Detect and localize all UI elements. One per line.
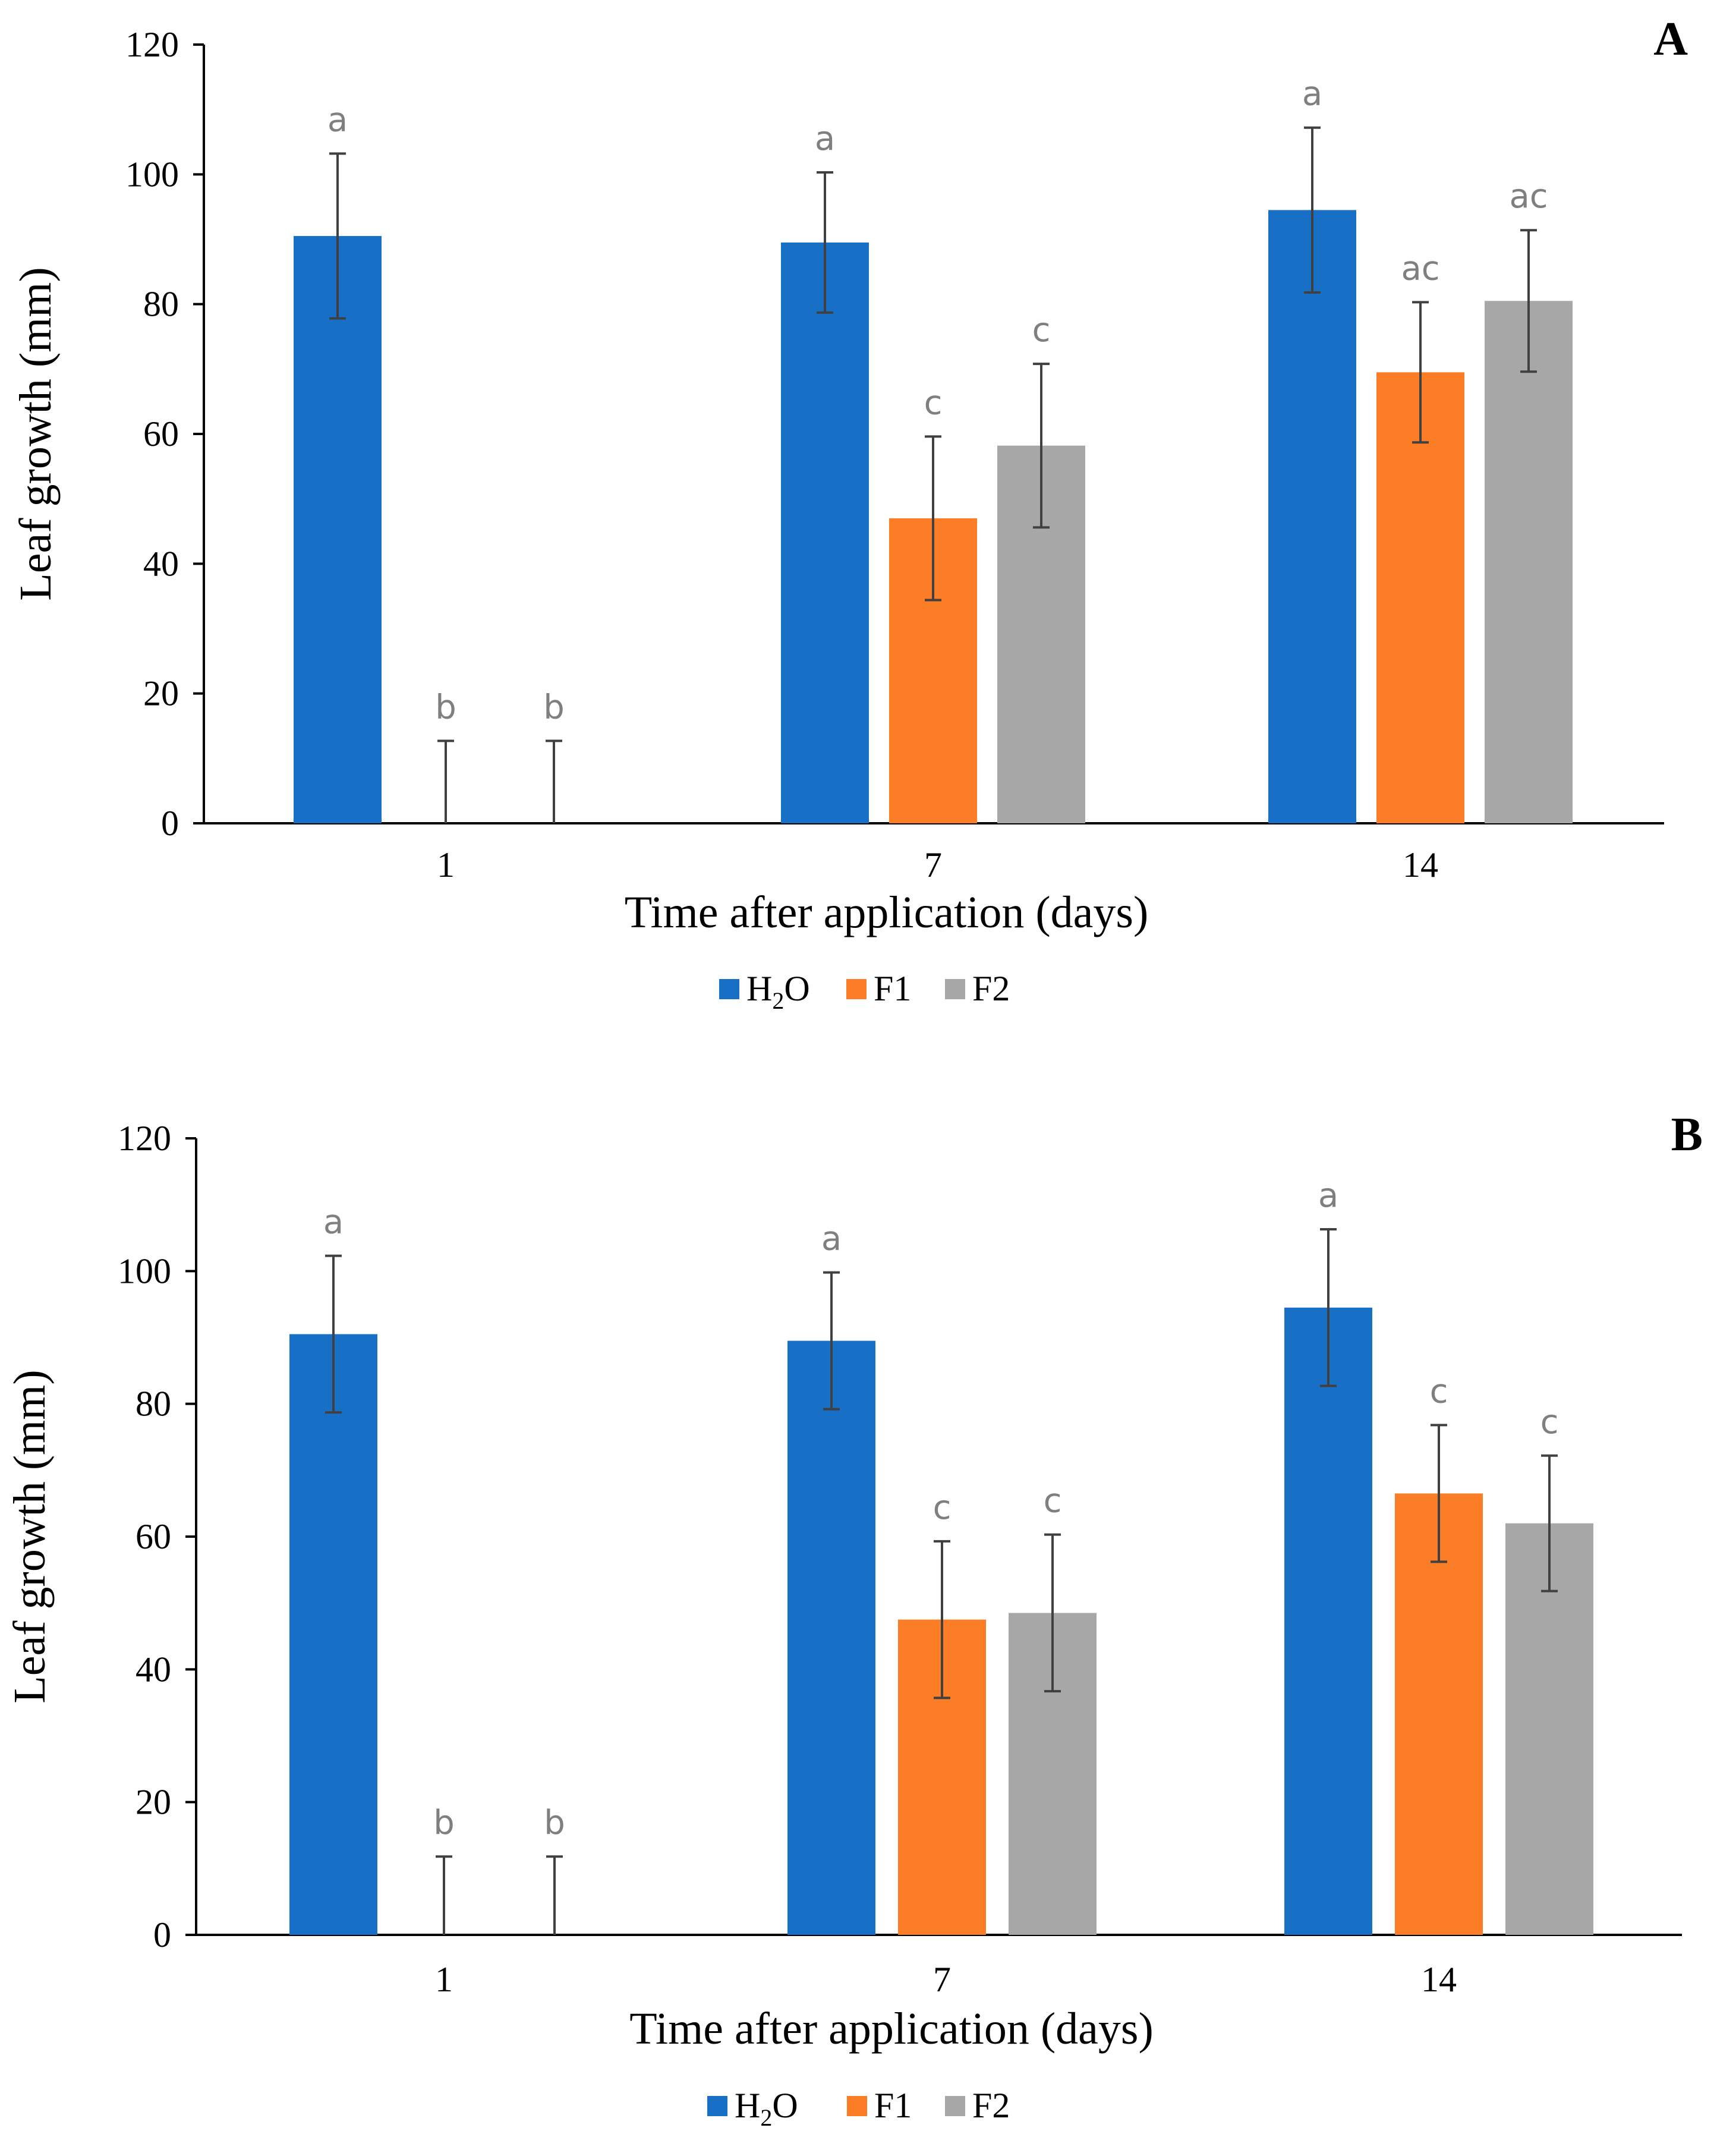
- significance-letter: b: [543, 688, 565, 726]
- y-tick-label: 20: [136, 1783, 171, 1822]
- significance-letter: a: [1302, 75, 1322, 114]
- bar-h2o-day-1: [294, 236, 382, 824]
- y-tick-label: 80: [143, 285, 179, 324]
- x-axis-title: Time after application (days): [625, 887, 1149, 937]
- significance-letter: a: [323, 1203, 344, 1242]
- bar-h2o-day-7: [787, 1340, 875, 1935]
- legend-text: F2: [972, 969, 1010, 1008]
- y-tick-label: 100: [118, 1251, 171, 1291]
- significance-letter: c: [1032, 311, 1051, 350]
- significance-letter: c: [933, 1488, 952, 1527]
- legend-swatch-f1: [846, 979, 867, 999]
- legend-swatch-h2o: [719, 979, 739, 999]
- x-tick-label: 14: [1403, 845, 1438, 885]
- legend-text: F1: [874, 969, 911, 1008]
- bar-h2o-day-7: [781, 242, 869, 823]
- significance-letter: c: [1540, 1403, 1559, 1441]
- legend-label-f1: F1: [874, 2086, 912, 2125]
- legend-label-h2o: H2O: [746, 969, 810, 1014]
- panel-label: B: [1671, 1109, 1703, 1161]
- significance-letter: b: [433, 1804, 455, 1842]
- legend-subscript: 2: [760, 2104, 772, 2131]
- x-tick-label: 7: [933, 1960, 951, 1999]
- x-tick-label: 14: [1421, 1960, 1457, 1999]
- significance-letter: a: [327, 100, 348, 139]
- chart-panel-b: 0 20 40 60 80 100 120 a a a b c c b c c 1 7 14 Time after a…: [0, 1094, 1717, 2156]
- significance-letter: a: [815, 119, 835, 158]
- legend-text: O: [772, 2086, 798, 2125]
- bar-h2o-day-14: [1268, 210, 1356, 823]
- legend-label-h2o: H2O: [735, 2086, 798, 2131]
- x-tick-label: 7: [924, 845, 942, 885]
- bar-f1-day-14: [1395, 1493, 1483, 1935]
- y-axis-title: Leaf growth (mm): [5, 1370, 55, 1703]
- legend-swatch-f2: [945, 2096, 965, 2116]
- panel-label: A: [1653, 13, 1688, 65]
- legend-text: F2: [972, 2086, 1010, 2125]
- bar-f1-day-14: [1376, 372, 1464, 823]
- significance-letter: b: [435, 688, 456, 726]
- significance-letter: a: [821, 1220, 842, 1258]
- legend-text: H: [746, 969, 772, 1008]
- legend-text: O: [784, 969, 809, 1008]
- bar-f2-day-14: [1485, 301, 1573, 823]
- legend-text: F1: [874, 2086, 912, 2125]
- y-tick-label: 0: [161, 804, 179, 843]
- y-tick-label: 60: [143, 414, 179, 454]
- bar-h2o-day-14: [1284, 1307, 1372, 1935]
- y-tick-label: 40: [136, 1650, 171, 1689]
- legend-swatch-f2: [945, 979, 965, 999]
- legend-subscript: 2: [772, 987, 784, 1014]
- y-tick-label: 120: [125, 25, 179, 64]
- bar-h2o-day-1: [289, 1334, 377, 1935]
- y-tick-label: 60: [136, 1517, 171, 1556]
- significance-letter: a: [1318, 1176, 1338, 1215]
- legend-text: H: [735, 2086, 760, 2125]
- significance-letter: c: [1044, 1482, 1062, 1521]
- legend-swatch-f1: [847, 2096, 867, 2116]
- y-tick-label: 40: [143, 544, 179, 583]
- x-tick-label: 1: [437, 845, 455, 885]
- y-tick-label: 20: [143, 674, 179, 713]
- x-axis-title: Time after application (days): [629, 2004, 1154, 2054]
- legend-label-f1: F1: [874, 969, 911, 1008]
- significance-letter: b: [544, 1804, 565, 1842]
- y-tick-label: 80: [136, 1384, 171, 1424]
- significance-letter: ac: [1401, 249, 1439, 288]
- chart-b-svg: 0 20 40 60 80 100 120 a a a b c c b c c 1 7 14 Time after a…: [5, 1109, 1703, 2131]
- x-tick-label: 1: [435, 1960, 453, 1999]
- y-tick-label: 120: [118, 1119, 171, 1158]
- significance-letter: c: [924, 383, 943, 422]
- significance-letter: c: [1430, 1372, 1448, 1411]
- legend-label-f2: F2: [972, 2086, 1010, 2125]
- legend-swatch-h2o: [707, 2096, 727, 2116]
- chart-a-svg: 0 20 40 60 80 100 120 a a a b c ac b c ac 1 7 14 Time after…: [11, 13, 1688, 1014]
- y-axis-title: Leaf growth (mm): [11, 267, 61, 600]
- chart-panel-a: 0 20 40 60 80 100 120 a a a b c ac b c ac 1 7 14 Time after…: [0, 0, 1717, 1070]
- y-tick-label: 100: [125, 155, 179, 194]
- legend-label-f2: F2: [972, 969, 1010, 1008]
- significance-letter: ac: [1509, 177, 1548, 216]
- y-tick-label: 0: [153, 1915, 171, 1954]
